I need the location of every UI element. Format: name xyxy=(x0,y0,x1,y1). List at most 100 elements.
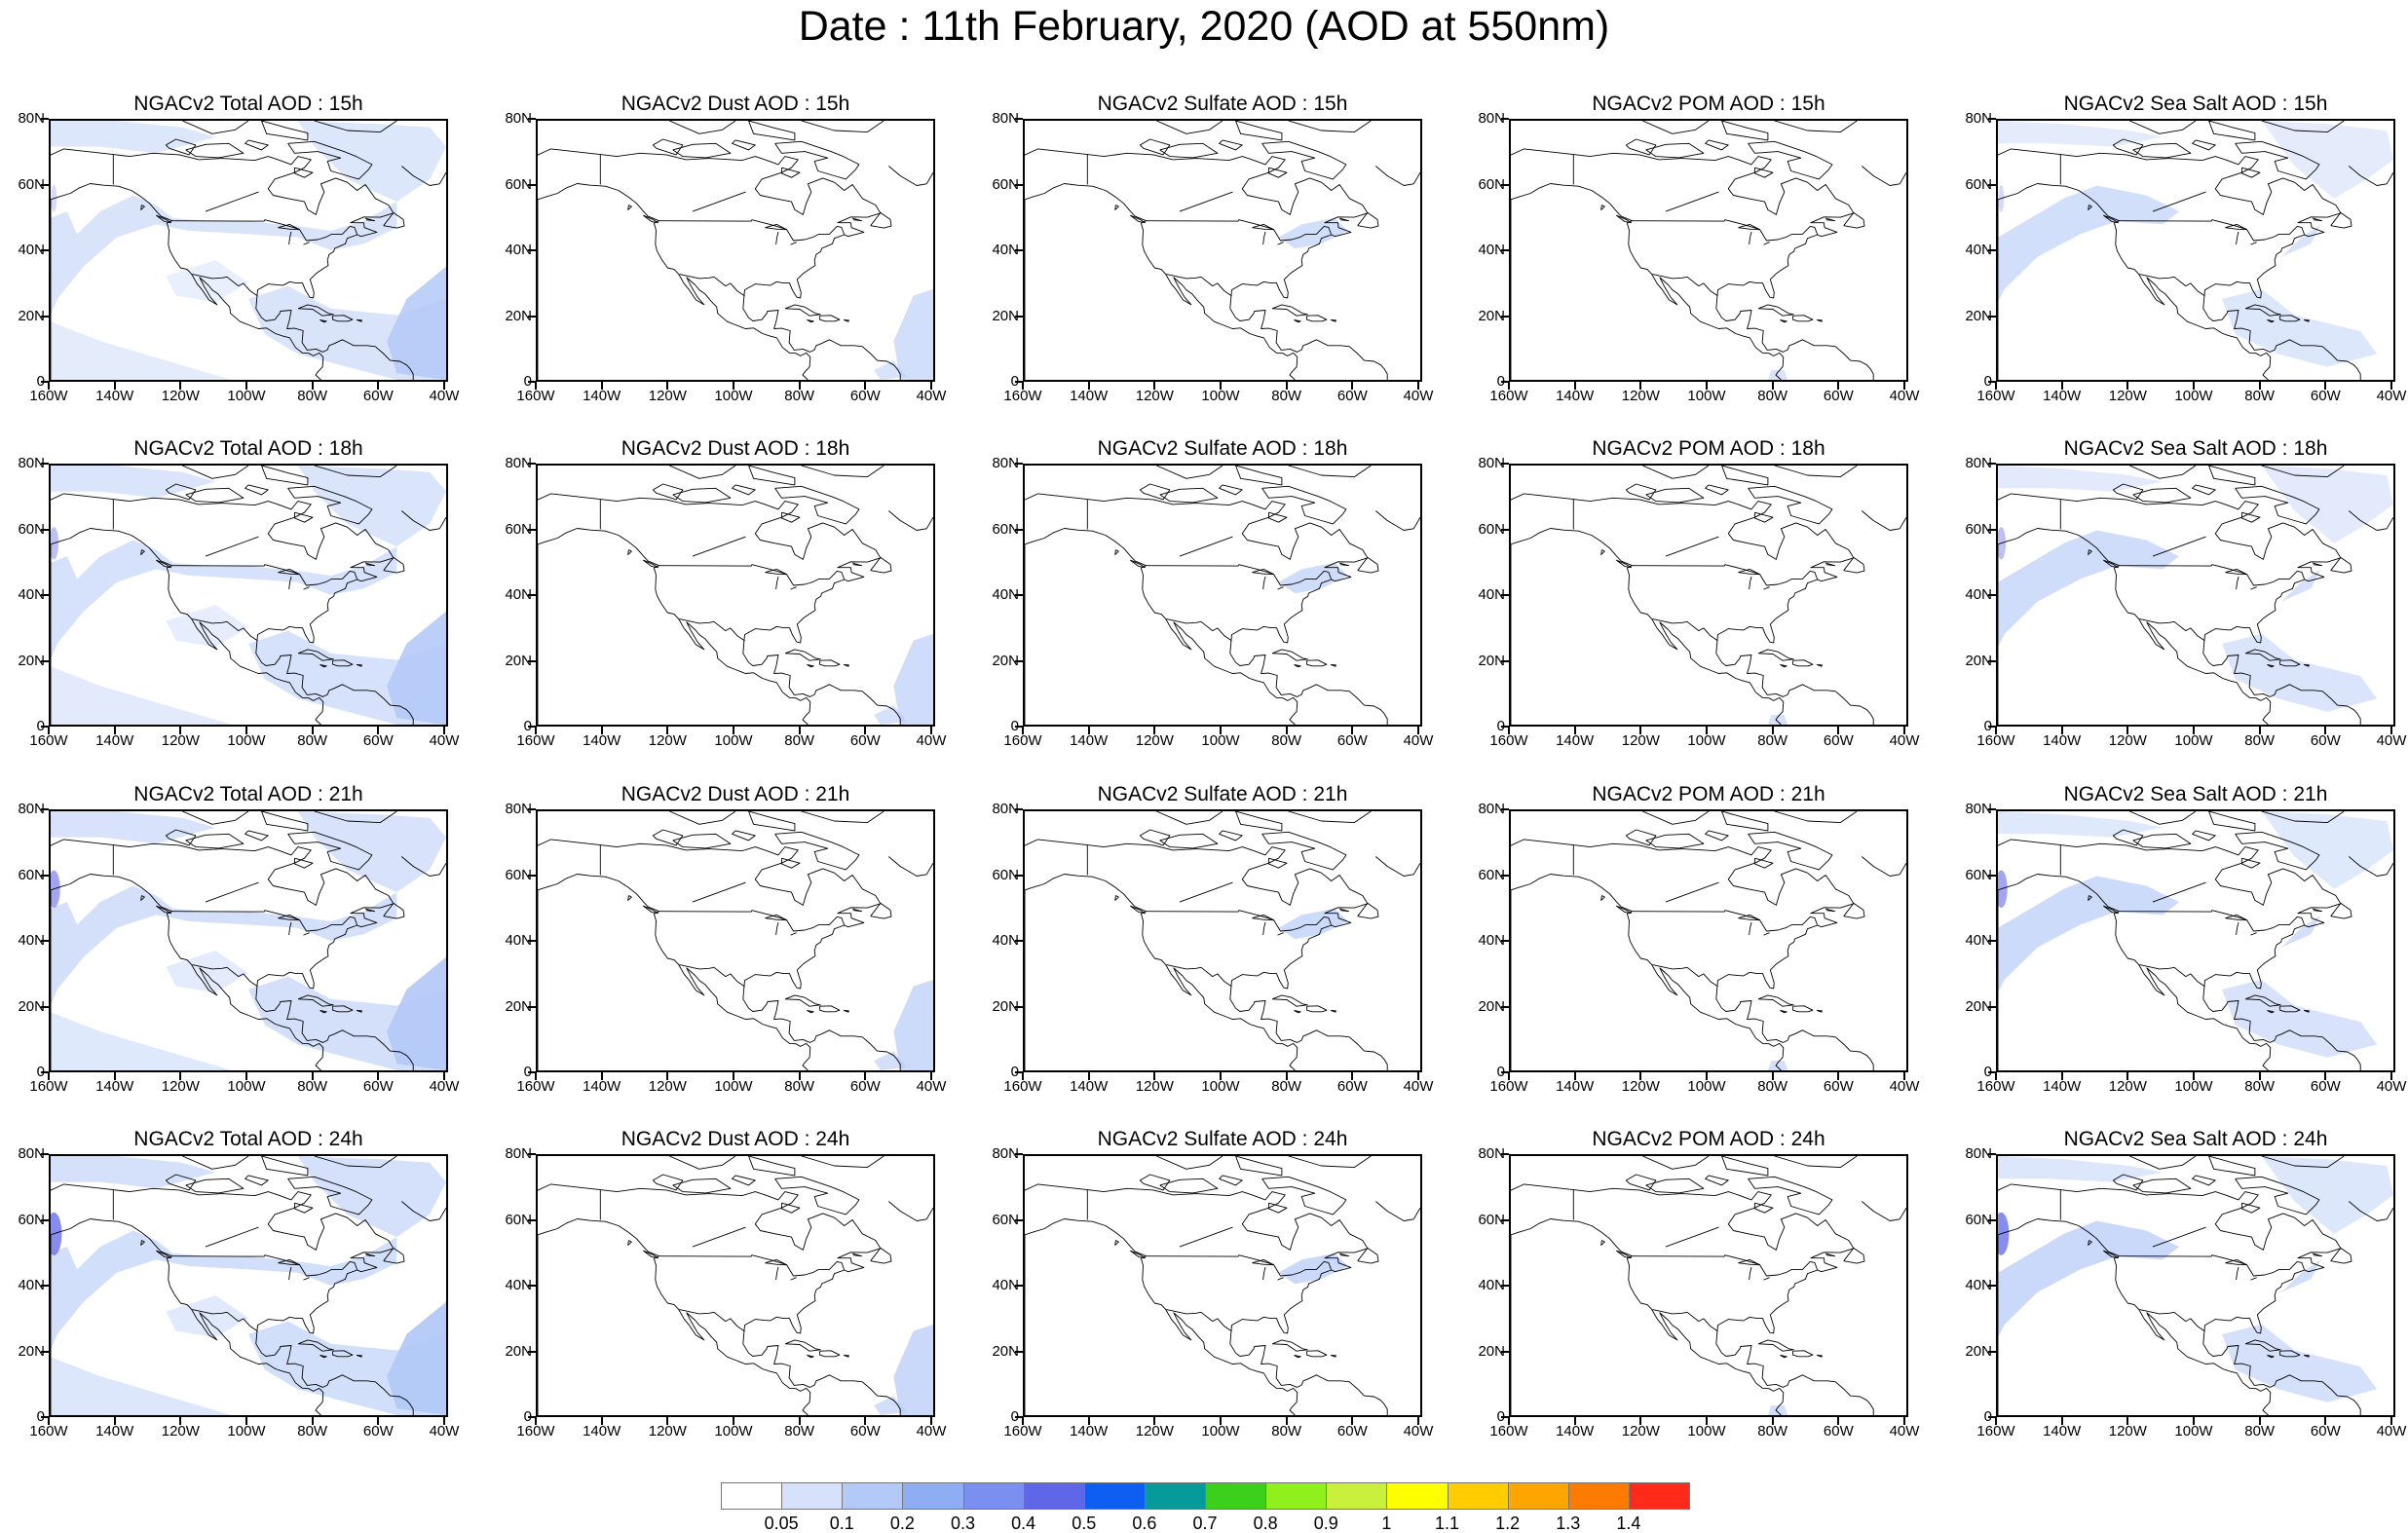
aod-region xyxy=(297,1156,446,1238)
coastline xyxy=(1625,483,1657,501)
aod-shading xyxy=(1767,1405,1788,1415)
x-tick-mark xyxy=(2258,727,2261,734)
coastline xyxy=(2244,649,2281,661)
x-tick-label: 160W xyxy=(1003,732,1042,749)
coastline xyxy=(1843,211,1865,229)
coastline xyxy=(303,1277,310,1281)
coastline xyxy=(627,1240,632,1246)
aod-region xyxy=(2261,1156,2393,1234)
y-tick-mark xyxy=(528,808,536,810)
y-tick-label: 0 xyxy=(1934,1409,1992,1425)
x-tick-mark xyxy=(1639,1417,1642,1425)
x-tick-label: 120W xyxy=(1135,388,1174,404)
coastline xyxy=(1294,664,1301,668)
coastline xyxy=(1642,811,1710,825)
coastline xyxy=(1652,1309,1718,1332)
y-tick-label: 60N xyxy=(992,175,1019,193)
y-tick-mark xyxy=(528,183,536,186)
colorbar-label: 0.6 xyxy=(1132,1514,1157,1533)
x-tick-mark xyxy=(1706,1417,1708,1425)
coastline xyxy=(538,1218,811,1415)
y-tick-mark xyxy=(1015,1285,1023,1287)
aod-region xyxy=(51,811,216,844)
y-tick-mark xyxy=(528,249,536,251)
x-tick-label: 140W xyxy=(95,388,134,404)
x-tick-mark xyxy=(1508,1072,1510,1080)
x-tick-mark xyxy=(930,727,933,734)
map-canvas xyxy=(538,1156,933,1415)
coastline xyxy=(1261,831,1347,871)
y-tick-mark xyxy=(1988,1350,1996,1353)
coastline xyxy=(1294,1355,1301,1359)
coastline xyxy=(1757,1339,1794,1352)
y-tick-mark xyxy=(1501,940,1509,942)
map-plot-area xyxy=(49,119,448,382)
coastline xyxy=(780,167,801,178)
x-tick-label: 40W xyxy=(429,1078,460,1095)
colorbar-swatch xyxy=(1023,1482,1085,1510)
x-tick-mark xyxy=(1220,1417,1222,1425)
coastline xyxy=(261,121,309,141)
coastline xyxy=(293,1202,314,1214)
coastline xyxy=(1130,905,1146,915)
coastline xyxy=(205,881,259,903)
y-tick-label: 60N xyxy=(992,1211,1019,1228)
aod-region xyxy=(2222,288,2378,367)
x-tick-mark xyxy=(2126,727,2129,734)
coastline xyxy=(692,881,746,903)
coastline xyxy=(1721,811,1769,832)
coastline xyxy=(1645,1178,1705,1194)
x-tick-mark xyxy=(179,727,182,734)
y-tick-label: 80N xyxy=(18,1145,45,1162)
y-tick-label: 0 xyxy=(473,1065,532,1080)
coastline xyxy=(1753,511,1774,523)
colorbar-label: 1.4 xyxy=(1616,1514,1641,1533)
x-tick-mark xyxy=(1706,727,1708,734)
coastline xyxy=(356,664,362,667)
coastline xyxy=(2112,138,2144,156)
map-canvas xyxy=(51,811,446,1070)
y-tick-label: 80N xyxy=(1478,455,1505,471)
coastline xyxy=(1705,1175,1729,1186)
x-tick-label: 140W xyxy=(583,388,621,404)
aod-region xyxy=(1278,217,1348,249)
coastline xyxy=(2112,483,2144,501)
x-tick-label: 100W xyxy=(714,388,753,404)
coastline xyxy=(1753,167,1774,178)
coastline xyxy=(356,1355,362,1358)
y-tick-label: 0 xyxy=(960,1065,1019,1080)
y-tick-mark xyxy=(41,659,49,662)
map-plot-area xyxy=(1509,809,1908,1072)
x-tick-label: 120W xyxy=(1621,1423,1660,1440)
map-canvas xyxy=(1511,466,1906,725)
aod-region xyxy=(51,121,216,154)
colorbar-swatch xyxy=(842,1482,904,1510)
coastline xyxy=(1652,274,1718,297)
x-tick-label: 40W xyxy=(429,1423,460,1440)
coastline xyxy=(2192,1175,2216,1186)
coastline xyxy=(679,1309,745,1332)
coastline xyxy=(2250,242,2257,245)
coastline xyxy=(1749,1266,1752,1281)
x-tick-mark xyxy=(2390,382,2393,390)
coastline xyxy=(2225,568,2247,576)
coastline xyxy=(1998,493,2361,725)
x-tick-label: 140W xyxy=(1556,1423,1595,1440)
coastline xyxy=(1179,1226,1233,1248)
coastline xyxy=(2267,1355,2275,1359)
map-plot-area xyxy=(536,809,935,1072)
map-panel-total-15h: NGACv2 Total AOD : 15h80N60N40N20N0160W1… xyxy=(18,90,459,418)
panel-title: NGACv2 Sea Salt AOD : 21h xyxy=(2063,783,2328,805)
x-tick-label: 80W xyxy=(784,732,815,749)
x-tick-mark xyxy=(666,1072,669,1080)
coastline xyxy=(801,466,884,478)
coastline xyxy=(1625,829,1657,846)
coastline xyxy=(1114,205,1119,210)
coastline xyxy=(1271,994,1308,1007)
x-tick-label: 40W xyxy=(1889,732,1920,749)
y-tick-mark xyxy=(528,315,536,318)
map-plot-area xyxy=(1996,464,2395,727)
y-tick-label: 40N xyxy=(18,1277,45,1293)
coastline xyxy=(790,242,797,245)
coastline xyxy=(765,223,787,231)
